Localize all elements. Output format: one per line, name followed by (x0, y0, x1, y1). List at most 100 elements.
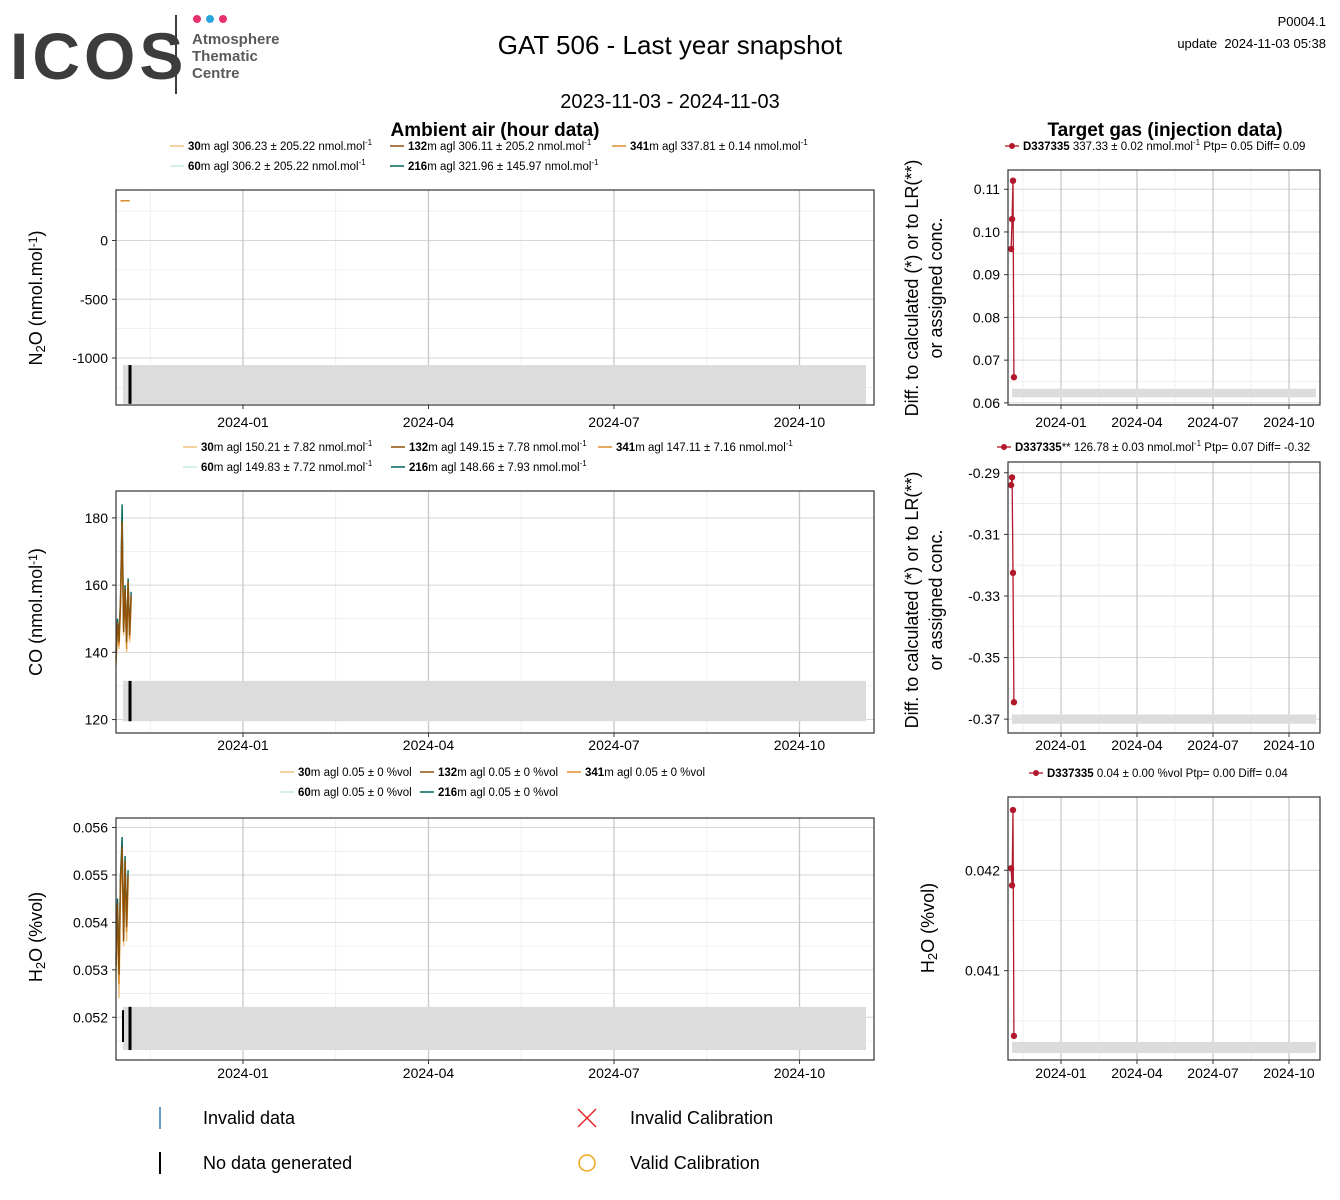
logo-line-1: Atmosphere (192, 31, 280, 48)
y-axis-label-part: ) (26, 231, 46, 237)
x-tick-label: 2024-04 (1111, 1065, 1163, 1081)
y-tick-label: 0.055 (73, 867, 108, 883)
y-axis-label-part: ) (26, 548, 46, 554)
logo-dot-1 (193, 15, 201, 23)
legend-height: 132 (409, 442, 428, 454)
x-tick-label: 2024-04 (1111, 414, 1163, 430)
legend-label-h132: 132m agl 149.15 ± 7.78 nmol.mol-1 (409, 439, 587, 454)
legend-height: 60 (298, 787, 311, 799)
y-tick-label: 0.052 (73, 1009, 108, 1025)
x-tick-label: 2024-07 (588, 737, 640, 753)
legend-label-h30: 30m agl 150.21 ± 7.82 nmol.mol-1 (201, 439, 373, 454)
y-axis-label-part: H (918, 960, 938, 973)
x-tick-label: 2024-10 (774, 1065, 826, 1081)
legend-height: 341 (616, 442, 636, 454)
y-axis-label-part: O (nmol.mol (26, 247, 46, 345)
y-tick-label: 0.056 (73, 819, 108, 835)
logo-brand: ICOS (10, 19, 187, 93)
legend-label-h341: 341m agl 147.11 ± 7.16 nmol.mol-1 (616, 439, 793, 454)
date-range: 2023-11-03 - 2024-11-03 (560, 91, 779, 113)
legend-sup: -1 (359, 158, 367, 167)
legend-sup: -1 (365, 138, 373, 147)
legend-label-h132: 132m agl 0.05 ± 0 %vol (438, 767, 558, 779)
legend-tail: Ptp= 0.07 Diff= -0.32 (1201, 442, 1310, 454)
legend-text: 126.78 ± 0.03 nmol.mol (1071, 442, 1194, 454)
target-point (1009, 569, 1017, 577)
y-axis-label-part: 2 (33, 345, 48, 352)
x-tick-label: 2024-07 (1187, 737, 1239, 753)
logo-line-2: Thematic (192, 48, 258, 65)
y-tick-label: -0.37 (968, 711, 1000, 727)
plot-frame (1007, 169, 1321, 406)
legend-label-h341: 341m agl 337.81 ± 0.14 nmol.mol-1 (630, 138, 808, 153)
logo-line-3: Centre (192, 65, 240, 82)
legend-height: 30 (201, 442, 214, 454)
update-line: update 2024-11-03 05:38 (1177, 36, 1326, 51)
y-tick-label: 0.10 (973, 224, 1000, 240)
y-axis-label: Diff. to calculated (*) or to LR(**) (902, 160, 922, 417)
legend-sup: -1 (1193, 138, 1201, 147)
plot-frame (115, 189, 875, 406)
y-axis-label-part: CO (nmol.mol (26, 565, 46, 676)
target-point (1008, 474, 1016, 481)
legend-height: 60 (201, 462, 214, 474)
legend-text: m agl 0.05 ± 0 %vol (311, 767, 412, 779)
y-axis-label-part: 2 (925, 953, 940, 960)
legend-text: m agl 149.15 ± 7.78 nmol.mol (428, 442, 579, 454)
x-tick-label: 2024-07 (588, 414, 640, 430)
logo-dot-3 (219, 15, 227, 23)
y-tick-label: 0.09 (973, 267, 1000, 283)
icos-logo: ICOS Atmosphere Thematic Centre (10, 15, 280, 94)
y-tick-label: -0.35 (968, 650, 1000, 666)
legend-sup: -1 (365, 459, 373, 468)
plot-frame (115, 490, 875, 734)
x-tick-label: 2024-10 (1263, 737, 1315, 753)
y-axis-label: N2O (nmol.mol-1) (26, 231, 48, 366)
legend-text: m agl 306.23 ± 205.22 nmol.mol (201, 141, 365, 153)
y-axis-label-part: O (%vol) (918, 883, 938, 953)
legend-text: 337.33 ± 0.02 nmol.mol (1070, 141, 1193, 153)
plot-area (1008, 462, 1320, 733)
target-h2o-panel: 0.042 0.041 2024-01 2024-04 2024-07 2024-10 H2… (918, 768, 1321, 1081)
target-line (1010, 180, 1015, 378)
ambient-co-panel: 180 160 140 120 2024-01 2024-04 2024-07 2024-10… (26, 439, 875, 753)
y-tick-label: 0.06 (973, 395, 1000, 411)
legend-label-target: D337335 0.04 ± 0.00 %vol Ptp= 0.00 Diff=… (1047, 768, 1288, 780)
y-axis-label: Diff. to calculated (*) or to LR(**) (902, 472, 922, 729)
invalid-calibration-label: Invalid Calibration (630, 1108, 773, 1128)
x-tick-label: 2024-10 (774, 737, 826, 753)
target-point (1008, 215, 1016, 223)
legend-sup: -1 (1194, 439, 1202, 448)
series-line-h132 (115, 521, 132, 660)
legend-sup: -1 (801, 138, 809, 147)
legend-text: m agl 148.66 ± 7.93 nmol.mol (428, 462, 579, 474)
x-tick-label: 2024-04 (403, 1065, 455, 1081)
target-co-panel: -0.29 -0.31 -0.33 -0.35 -0.37 2024-01 2024-04 2… (902, 439, 1321, 753)
page-title: GAT 506 - Last year snapshot (498, 30, 843, 60)
x-tick-label: 2024-01 (1035, 737, 1087, 753)
y-axis-label: H2O (%vol) (26, 892, 48, 982)
series-line-h132 (115, 846, 129, 975)
reference-band (123, 1006, 866, 1051)
y-tick-label: 0 (100, 233, 108, 249)
y-tick-label: 0.054 (73, 914, 108, 930)
y-axis-label-line2: or assigned conc. (926, 529, 946, 670)
reference-band (123, 365, 866, 404)
ambient-title: Ambient air (hour data) (390, 120, 599, 141)
y-axis-label-part: -1 (26, 554, 40, 565)
legend-text: m agl 149.83 ± 7.72 nmol.mol (214, 462, 365, 474)
invalid-data-label: Invalid data (203, 1108, 296, 1128)
legend-key-target-point (1009, 143, 1015, 149)
legend-height: 341 (585, 767, 605, 779)
y-tick-label: 0.07 (973, 352, 1000, 368)
legend-label-h216: 216m agl 148.66 ± 7.93 nmol.mol-1 (409, 459, 587, 474)
y-axis-label-part: -1 (26, 236, 40, 247)
legend-height: 30 (188, 141, 201, 153)
logo-dot-2 (206, 15, 214, 23)
legend-text: m agl 0.05 ± 0 %vol (457, 767, 558, 779)
legend-label-h216: 216m agl 321.96 ± 145.97 nmol.mol-1 (408, 158, 599, 173)
legend-height: 216 (409, 462, 428, 474)
plot-frame (115, 817, 875, 1061)
